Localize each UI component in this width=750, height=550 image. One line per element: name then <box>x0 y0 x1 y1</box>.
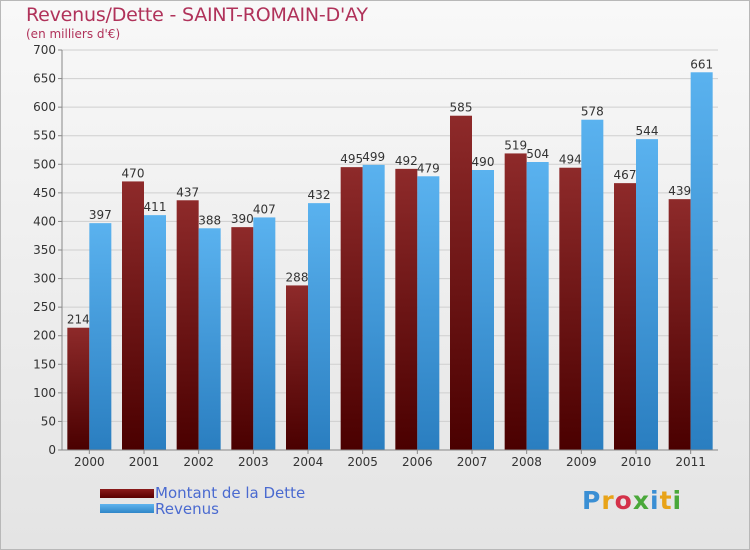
logo-letter: t <box>659 486 673 515</box>
x-tick-label: 2005 <box>347 455 378 469</box>
logo-letter: o <box>614 486 633 515</box>
logo-letter: r <box>601 486 615 515</box>
legend-label-dette: Montant de la Dette <box>155 484 306 502</box>
bar-dette <box>504 153 527 450</box>
bar-revenus <box>89 223 112 450</box>
value-label-dette: 437 <box>176 185 199 199</box>
bars <box>67 72 713 451</box>
bar-dette <box>231 227 254 450</box>
bar-dette <box>450 115 472 450</box>
value-label-dette: 519 <box>504 138 527 152</box>
value-label-revenus: 490 <box>472 155 495 169</box>
x-axis: 2000 2001 2002 2003 2004 2005 2006 2007 2008 2009… <box>62 449 718 469</box>
bar-revenus <box>690 72 713 451</box>
bar-dette <box>176 200 199 450</box>
value-label-revenus: 407 <box>253 202 276 216</box>
value-label-revenus: 499 <box>362 150 385 164</box>
grid <box>62 49 718 451</box>
value-label-dette: 467 <box>614 168 637 182</box>
x-tick-label: 2004 <box>293 455 324 469</box>
legend-swatch-dette <box>100 489 154 498</box>
logo-letter: i <box>650 486 660 515</box>
value-label-revenus: 432 <box>308 188 331 202</box>
value-label-revenus: 388 <box>198 213 221 227</box>
value-label-dette: 439 <box>668 184 691 198</box>
x-tick-label: 2003 <box>238 455 269 469</box>
bar-dette <box>668 199 691 450</box>
bar-dette <box>67 327 90 450</box>
bar-dette <box>286 285 308 450</box>
y-tick-label: 450 <box>33 186 56 200</box>
value-label-dette: 390 <box>231 212 254 226</box>
x-tick-label: 2010 <box>621 455 652 469</box>
chart-subtitle: (en milliers d'€) <box>26 27 121 41</box>
bar-revenus <box>253 217 276 450</box>
y-tick-label: 300 <box>33 272 56 286</box>
logo-letter: i <box>672 486 683 515</box>
bar-revenus <box>472 170 494 450</box>
value-label-dette: 492 <box>395 154 418 168</box>
y-tick-label: 0 <box>48 443 56 457</box>
value-label-dette: 494 <box>559 153 582 167</box>
bar-dette <box>395 168 418 450</box>
x-tick-label: 2006 <box>402 455 433 469</box>
legend-label-revenus: Revenus <box>155 500 219 518</box>
value-label-revenus: 544 <box>636 124 659 138</box>
bar-dette <box>122 181 144 450</box>
bar-revenus <box>526 162 549 450</box>
value-label-revenus: 578 <box>581 105 604 119</box>
proxiti-logo: Proxiti <box>582 486 682 515</box>
bar-revenus <box>636 139 658 450</box>
y-tick-label: 100 <box>33 386 56 400</box>
value-label-dette: 470 <box>122 166 145 180</box>
y-tick-label: 700 <box>33 43 56 57</box>
y-tick-label: 150 <box>33 357 56 371</box>
value-label-dette: 495 <box>340 152 363 166</box>
bar-dette <box>340 167 363 450</box>
x-tick-label: 2007 <box>457 455 488 469</box>
bar-dette <box>614 183 636 450</box>
bar-revenus <box>144 215 166 450</box>
y-tick-label: 600 <box>33 100 56 114</box>
y-axis: 0 50 100 150 200 250 300 350 400 450 500 550 600 650 7… <box>33 43 63 457</box>
y-tick-label: 500 <box>33 157 56 171</box>
value-label-dette: 288 <box>286 270 309 284</box>
value-label-dette: 585 <box>450 101 473 115</box>
y-tick-label: 200 <box>33 329 56 343</box>
x-tick-label: 2001 <box>129 455 160 469</box>
value-label-dette: 214 <box>67 313 90 327</box>
value-label-revenus: 661 <box>690 57 713 71</box>
value-label-revenus: 411 <box>144 200 167 214</box>
bar-revenus <box>362 164 385 450</box>
y-tick-label: 650 <box>33 72 56 86</box>
logo-letter: x <box>632 486 650 515</box>
y-tick-label: 50 <box>41 414 56 428</box>
y-tick-label: 250 <box>33 300 56 314</box>
y-tick-label: 350 <box>33 243 56 257</box>
y-tick-label: 400 <box>33 214 56 228</box>
x-tick-label: 2011 <box>675 455 706 469</box>
x-tick-label: 2009 <box>566 455 597 469</box>
value-label-revenus: 504 <box>526 147 549 161</box>
value-label-revenus: 479 <box>417 161 440 175</box>
bar-revenus <box>198 228 221 450</box>
y-tick-label: 550 <box>33 129 56 143</box>
bar-dette <box>559 167 582 450</box>
bar-revenus <box>308 203 330 450</box>
x-tick-label: 2000 <box>74 455 105 469</box>
chart-title: Revenus/Dette - SAINT-ROMAIN-D'AY <box>26 4 368 26</box>
bar-revenus <box>417 176 440 451</box>
legend-swatch-revenus <box>100 504 154 513</box>
logo-letter: P <box>582 486 602 515</box>
x-tick-label: 2008 <box>511 455 542 469</box>
x-tick-label: 2002 <box>183 455 214 469</box>
bar-revenus <box>581 119 604 450</box>
value-label-revenus: 397 <box>89 208 112 222</box>
